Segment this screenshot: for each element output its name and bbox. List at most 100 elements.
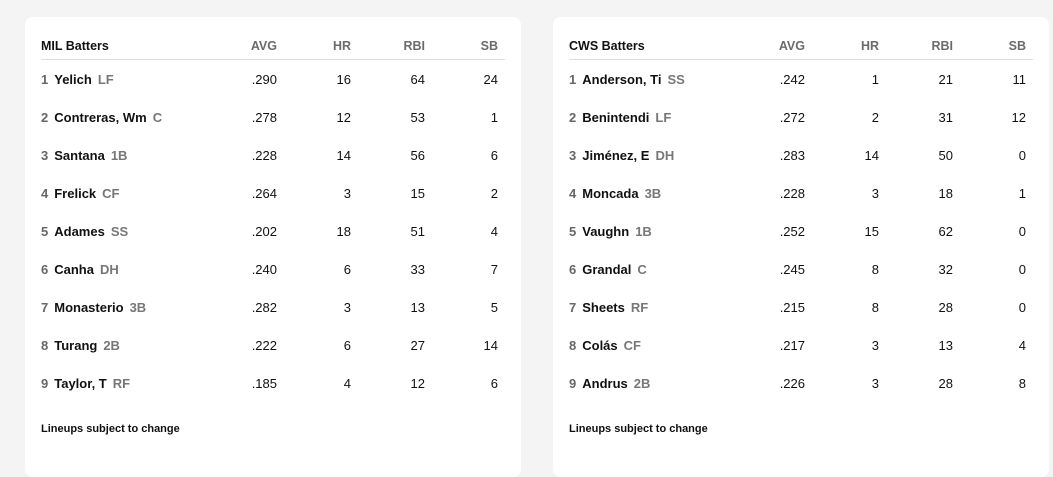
hr-cell: 18 [336, 223, 351, 239]
player-name[interactable]: Moncada [582, 185, 639, 201]
player-name[interactable]: Monasterio [54, 299, 124, 315]
rbi-cell: 27 [410, 337, 425, 353]
player-position: 1B [110, 147, 128, 163]
rbi-cell: 33 [410, 261, 425, 277]
batting-order: 6 [569, 261, 577, 277]
table-header: MIL Batters AVG HR RBI SB [41, 17, 505, 60]
avg-cell: .202 [251, 223, 277, 239]
sb-cell: 4 [1018, 337, 1026, 353]
column-header: AVG [250, 39, 277, 53]
avg-cell: .228 [779, 185, 805, 201]
table-row: 3 Santana 1B .228 14 56 6 [41, 136, 505, 174]
player-name[interactable]: Andrus [582, 375, 628, 391]
player-position: 2B [103, 337, 120, 353]
table-row: 9 Andrus 2B .226 3 28 8 [569, 364, 1033, 402]
table-row: 2 Contreras, Wm C .278 12 53 1 [41, 98, 505, 136]
table-row: 2 Benintendi LF .272 2 31 12 [569, 98, 1033, 136]
avg-cell: .278 [251, 109, 277, 125]
sb-cell: 1 [490, 109, 498, 125]
table-row: 1 Yelich LF .290 16 64 24 [41, 60, 505, 98]
avg-cell: .283 [779, 147, 805, 163]
sb-cell: 12 [1011, 109, 1026, 125]
player-name[interactable]: Taylor, T [54, 375, 107, 391]
player-name[interactable]: Canha [54, 261, 94, 277]
player-name[interactable]: Adames [54, 223, 105, 239]
avg-cell: .242 [779, 71, 805, 87]
table-row: 4 Moncada 3B .228 3 18 1 [569, 174, 1033, 212]
rbi-cell: 51 [410, 223, 425, 239]
sb-cell: 6 [490, 147, 498, 163]
player-name[interactable]: Sheets [582, 299, 625, 315]
player-position: RF [630, 299, 649, 315]
player-name[interactable]: Turang [54, 337, 98, 353]
table-row: 9 Taylor, T RF .185 4 12 6 [41, 364, 505, 402]
column-header: HR [332, 39, 351, 53]
player-position: 2B [633, 375, 651, 391]
batting-order: 6 [41, 261, 49, 277]
player-name[interactable]: Benintendi [582, 109, 650, 125]
rbi-cell: 15 [410, 185, 425, 201]
table-row: 8 Turang 2B .222 6 27 14 [41, 326, 505, 364]
rbi-cell: 32 [938, 261, 953, 277]
hr-cell: 6 [343, 337, 351, 353]
table-header: CWS Batters AVG HR RBI SB [569, 17, 1033, 60]
rbi-cell: 50 [938, 147, 953, 163]
player-position: 1B [635, 223, 652, 239]
batting-order: 7 [569, 299, 577, 315]
player-name[interactable]: Anderson, Ti [582, 71, 662, 87]
avg-cell: .215 [779, 299, 805, 315]
player-position: CF [623, 337, 641, 353]
avg-cell: .272 [779, 109, 805, 125]
sb-cell: 5 [490, 299, 498, 315]
sb-cell: 7 [490, 261, 498, 277]
player-name[interactable]: Jiménez, E [582, 147, 650, 163]
player-name[interactable]: Santana [54, 147, 105, 163]
hr-cell: 12 [336, 109, 351, 125]
lineup-disclaimer: Lineups subject to change [41, 423, 180, 435]
player-position: RF [112, 375, 131, 391]
player-name[interactable]: Colás [582, 337, 618, 353]
avg-cell: .264 [251, 185, 277, 201]
hr-cell: 14 [336, 147, 351, 163]
table-row: 3 Jiménez, E DH .283 14 50 0 [569, 136, 1033, 174]
table-row: 5 Adames SS .202 18 51 4 [41, 212, 505, 250]
table-row: 5 Vaughn 1B .252 15 62 0 [569, 212, 1033, 250]
column-header: AVG [778, 39, 805, 53]
column-header: SB [480, 39, 498, 53]
rbi-cell: 28 [938, 299, 953, 315]
avg-cell: .290 [251, 71, 277, 87]
batting-order: 1 [569, 71, 577, 87]
hr-cell: 16 [336, 71, 351, 87]
batters-table: MIL Batters AVG HR RBI SB 1 Yelich LF .290 16 … [41, 17, 505, 402]
avg-cell: .240 [251, 261, 277, 277]
player-position: C [152, 109, 163, 125]
avg-cell: .252 [779, 223, 805, 239]
table-title: CWS Batters [569, 39, 645, 53]
mil-batters-panel: MIL Batters AVG HR RBI SB 1 Yelich LF .290 16 … [25, 17, 521, 477]
hr-cell: 14 [864, 147, 879, 163]
player-name[interactable]: Frelick [54, 185, 97, 201]
sb-cell: 4 [490, 223, 498, 239]
hr-cell: 2 [871, 109, 879, 125]
table-row: 4 Frelick CF .264 3 15 2 [41, 174, 505, 212]
player-name[interactable]: Yelich [54, 71, 92, 87]
player-name[interactable]: Vaughn [582, 223, 630, 239]
avg-cell: .282 [251, 299, 277, 315]
player-position: DH [99, 261, 119, 277]
player-name[interactable]: Grandal [582, 261, 632, 277]
player-position: DH [655, 147, 675, 163]
sb-cell: 1 [1018, 185, 1026, 201]
rbi-cell: 62 [938, 223, 953, 239]
player-name[interactable]: Contreras, Wm [54, 109, 147, 125]
batting-order: 3 [41, 147, 49, 163]
batting-order: 2 [569, 109, 577, 125]
lineup-disclaimer: Lineups subject to change [569, 423, 708, 435]
cws-batters-panel: CWS Batters AVG HR RBI SB 1 Anderson, Ti SS .2… [553, 17, 1049, 477]
sb-cell: 0 [1018, 299, 1026, 315]
hr-cell: 1 [871, 71, 879, 87]
sb-cell: 8 [1018, 375, 1026, 391]
batting-order: 4 [41, 185, 49, 201]
table-title: MIL Batters [41, 39, 109, 53]
player-position: 3B [644, 185, 662, 201]
batting-order: 8 [569, 337, 577, 353]
